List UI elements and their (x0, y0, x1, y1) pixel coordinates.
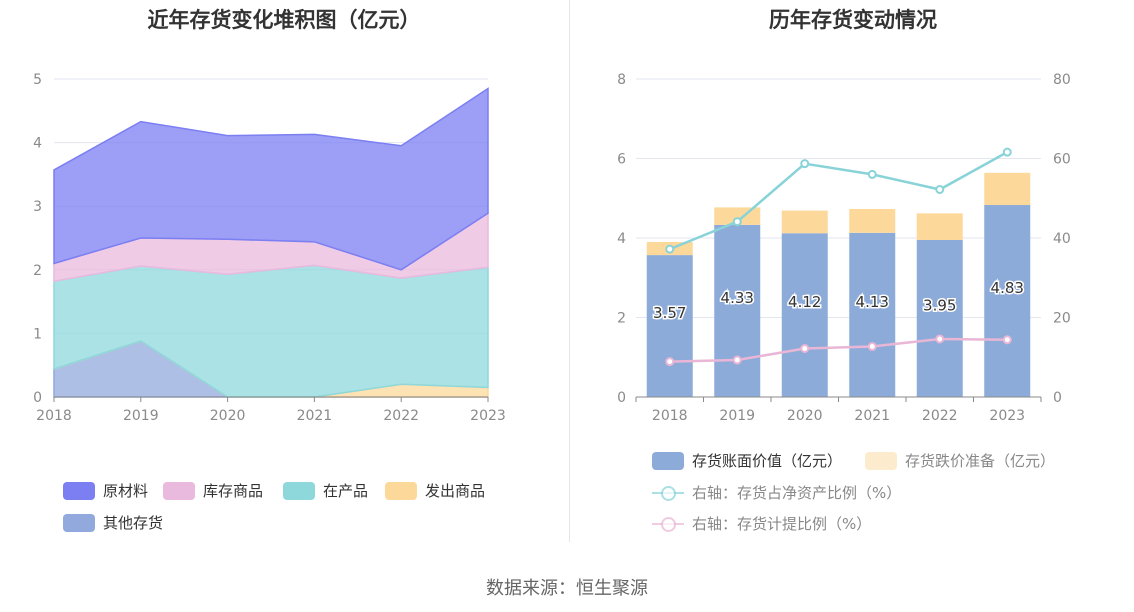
y2-tick-label: 0 (1053, 390, 1062, 406)
x-tick-label: 2018 (36, 408, 72, 424)
y-tick-label: 4 (617, 231, 626, 247)
legend-item-在产品[interactable]: 在产品 (283, 480, 368, 501)
data-source-footer: 数据来源：恒生聚源 (486, 578, 648, 599)
legend-swatch (652, 451, 684, 470)
y-tick-label: 0 (617, 390, 626, 406)
legend-label: 右轴：存货计提比例（%） (692, 515, 872, 533)
stacked-area-panel: 近年存货变化堆积图（亿元） 0 1 2 3 4 5 2018 2019 2020 2021 2022… (0, 0, 568, 545)
x-tick-label: 2022 (922, 408, 958, 424)
line-point (800, 159, 810, 169)
legend-label: 右轴：存货占净资产比例（%） (692, 484, 902, 502)
y-tick-label: 2 (33, 263, 42, 279)
bar-data-label: 3.57 (653, 304, 686, 322)
line-point (935, 334, 945, 344)
legend-swatch (283, 481, 315, 500)
y2-tick-label: 80 (1053, 72, 1071, 88)
bar-data-label: 3.95 (923, 296, 956, 314)
x-tick-label: 2019 (719, 408, 755, 424)
y-tick-label: 6 (617, 152, 626, 168)
legend-item-右轴：存货占净资产比例（%）[interactable]: 右轴：存货占净资产比例（%） (652, 482, 901, 503)
y2-tick-label: 20 (1053, 311, 1071, 327)
x-tick-label: 2020 (210, 408, 246, 424)
bar-data-label: 4.13 (856, 293, 889, 311)
legend-item-发出商品[interactable]: 发出商品 (385, 480, 485, 501)
stacked-area-chart: 0 1 2 3 4 5 2018 2019 2020 2021 2022 2023 (33, 72, 506, 424)
legend-label: 发出商品 (425, 482, 486, 500)
line-point (867, 169, 877, 179)
bar-line-panel: 历年存货变动情况 0 2 4 6 8 0 20 40 60 80 3.57 4.33 4.12 4.13 3… (572, 0, 1134, 545)
legend-item-存货账面价值（亿元）[interactable]: 存货账面价值（亿元） (652, 450, 842, 471)
bar-line-title: 历年存货变动情况 (769, 8, 937, 32)
legend-label: 存货跌价准备（亿元） (905, 452, 1056, 470)
legend-label: 其他存货 (103, 514, 164, 532)
line-point (935, 185, 945, 195)
y-tick-label: 8 (617, 72, 626, 88)
bar-book-value (781, 233, 828, 397)
legend-swatch (163, 481, 195, 500)
bar-impairment-provision (984, 172, 1031, 206)
y2-tick-label: 60 (1053, 152, 1071, 168)
bar-impairment-provision (916, 213, 963, 240)
y-tick-label: 5 (33, 72, 42, 88)
legend-label: 原材料 (103, 482, 149, 500)
bar-book-value (714, 224, 761, 397)
y-tick-label: 2 (617, 311, 626, 327)
bar-book-value (849, 232, 896, 397)
x-tick-label: 2021 (854, 408, 890, 424)
bar-book-value (646, 255, 693, 397)
line-series-1 (669, 337, 1008, 363)
line-point (665, 357, 675, 367)
x-tick-label: 2022 (383, 408, 419, 424)
x-tick-label: 2020 (787, 408, 823, 424)
line-point (732, 355, 742, 365)
bar-data-label: 4.83 (991, 279, 1024, 297)
legend-label: 在产品 (323, 482, 369, 500)
line-point (665, 244, 675, 254)
x-tick-label: 2021 (297, 408, 333, 424)
legend-item-库存商品[interactable]: 库存商品 (163, 480, 263, 501)
legend-swatch (385, 481, 417, 500)
legend-label: 库存商品 (203, 482, 264, 500)
y-tick-label: 3 (33, 199, 42, 215)
legend-item-其他存货[interactable]: 其他存货 (63, 512, 163, 533)
legend-item-原材料[interactable]: 原材料 (63, 480, 148, 501)
area-series-原材料 (53, 87, 489, 271)
legend-item-存货跌价准备（亿元）[interactable]: 存货跌价准备（亿元） (865, 450, 1055, 471)
bar-book-value (984, 205, 1031, 397)
line-point (867, 342, 877, 352)
legend-swatch (63, 513, 95, 532)
bar-book-value (916, 239, 963, 397)
x-tick-label: 2023 (989, 408, 1025, 424)
x-tick-label: 2023 (470, 408, 506, 424)
line-series-0 (669, 151, 1008, 251)
legend-swatch (865, 451, 897, 470)
line-point (800, 344, 810, 354)
legend-swatch (652, 484, 684, 502)
line-point (732, 217, 742, 227)
line-point (1002, 335, 1012, 345)
stacked-area-title: 近年存货变化堆积图（亿元） (147, 8, 421, 32)
legend-item-右轴：存货计提比例（%）[interactable]: 右轴：存货计提比例（%） (652, 513, 871, 534)
y-tick-label: 4 (33, 136, 42, 152)
bar-data-label: 4.33 (721, 289, 754, 307)
x-tick-label: 2018 (652, 408, 688, 424)
bar-impairment-provision (781, 210, 828, 234)
panel-divider (569, 0, 570, 542)
y-tick-label: 1 (33, 326, 42, 342)
bar-data-label: 4.12 (788, 293, 821, 311)
legend-swatch (652, 515, 684, 533)
y-tick-label: 0 (33, 390, 42, 406)
bar-impairment-provision (849, 208, 896, 233)
line-point (1002, 147, 1012, 157)
y2-tick-label: 40 (1053, 231, 1071, 247)
x-tick-label: 2019 (123, 408, 159, 424)
legend-label: 存货账面价值（亿元） (692, 452, 843, 470)
legend-swatch (63, 481, 95, 500)
